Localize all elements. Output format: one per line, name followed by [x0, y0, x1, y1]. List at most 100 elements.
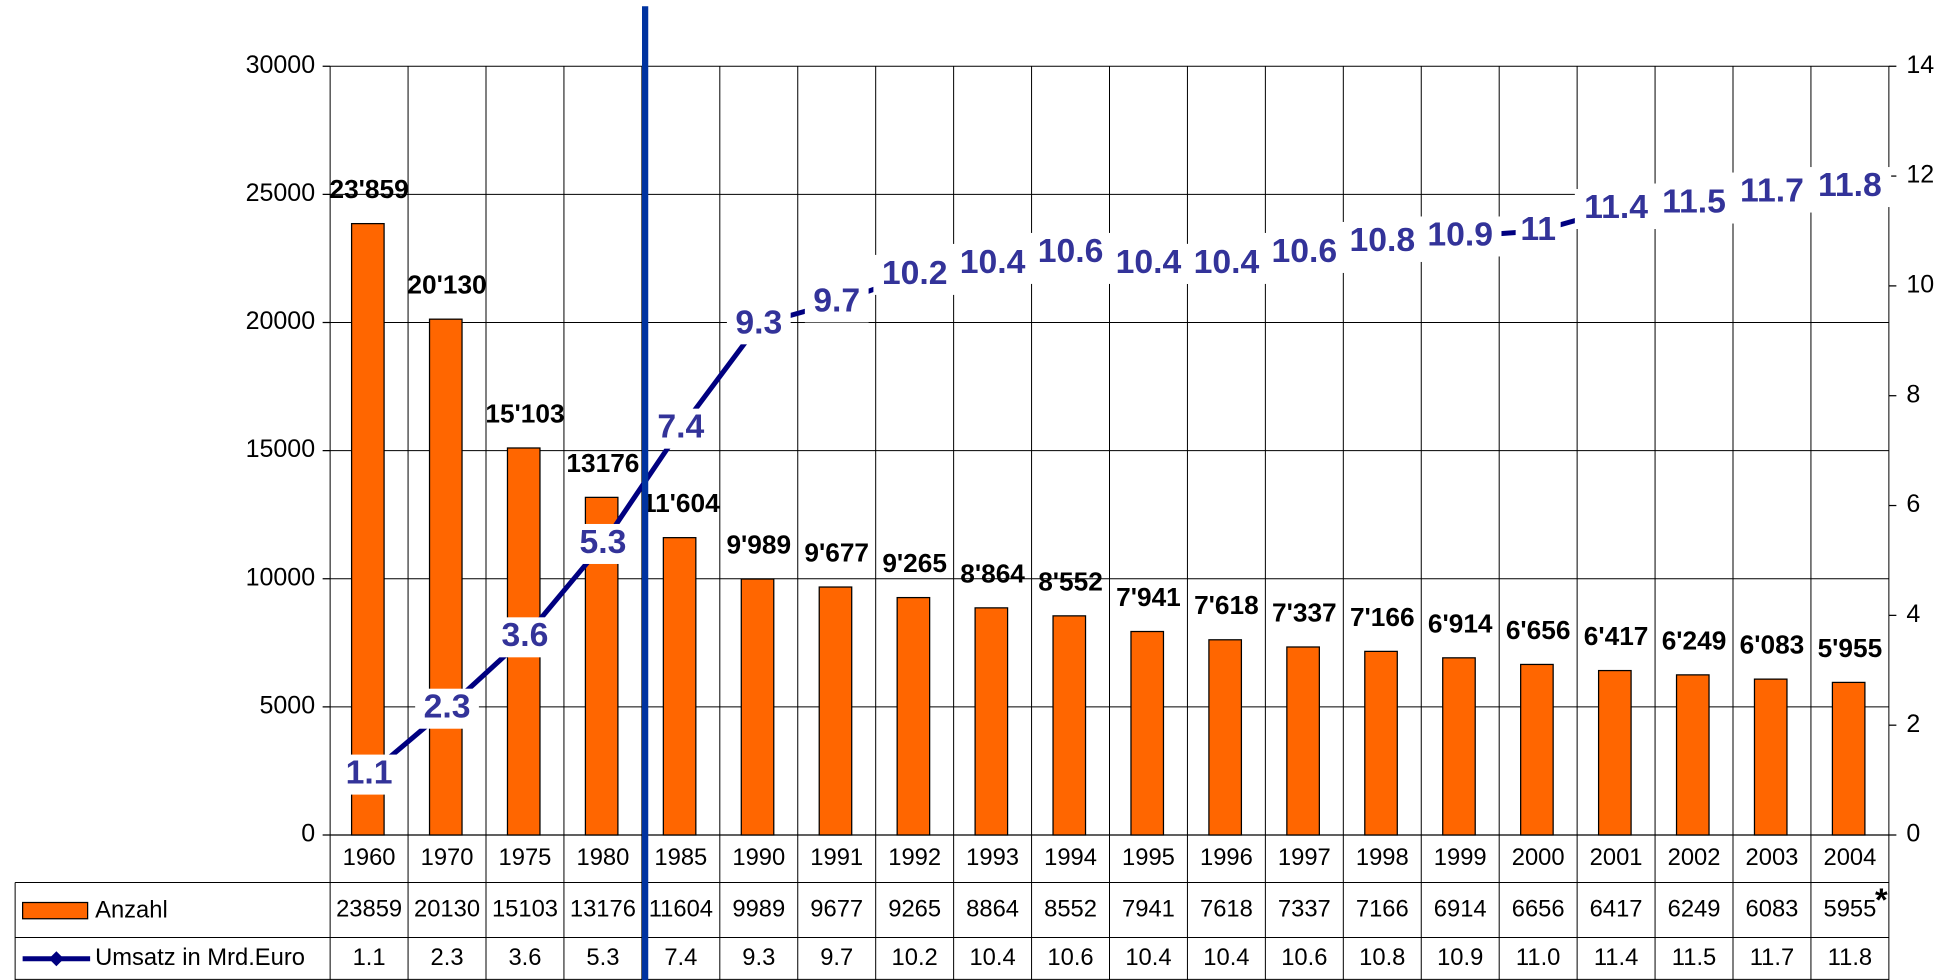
bar-value-label: 15'103: [485, 398, 564, 428]
line-label-bg: [1029, 232, 1112, 273]
y2-tick-label: 6: [1906, 490, 1920, 518]
x-tick-label: 2004: [1823, 844, 1876, 871]
table-value: 20130: [414, 895, 480, 922]
table-value: 11.7: [1750, 944, 1794, 971]
table-value: 8552: [1044, 895, 1097, 922]
bar: [896, 596, 931, 836]
y2-tick-label: 14: [1906, 51, 1934, 79]
line-label-bg: [1263, 232, 1346, 273]
x-tick-label: 1980: [576, 844, 629, 871]
bar-value-label: 6'417: [1584, 621, 1649, 651]
y2-tick-label: 4: [1906, 600, 1920, 628]
bar-value-label: 7'941: [1116, 582, 1181, 612]
table-value: 11.4: [1594, 944, 1638, 971]
bar-value-label: 20'130: [407, 270, 486, 300]
y-tick-label: 10000: [246, 563, 316, 591]
table-value: 3.6: [508, 944, 541, 971]
bar-value-label: 7'166: [1350, 602, 1415, 632]
legend-key: [22, 901, 89, 920]
y-tick-label: 30000: [246, 51, 316, 79]
bar: [1753, 678, 1788, 836]
bar-value-label: 9'265: [882, 548, 947, 578]
bar-value-label: 23'859: [329, 174, 408, 204]
table-value: 7337: [1278, 895, 1331, 922]
line-value-label: 11.5: [1662, 182, 1726, 220]
bar: [1130, 630, 1165, 836]
bar: [1052, 615, 1087, 836]
table-value: 7166: [1356, 895, 1409, 922]
x-tick-label: 1992: [888, 844, 941, 871]
bar: [1675, 674, 1710, 836]
x-tick-label: 1975: [499, 844, 552, 871]
table-value: 10.9: [1437, 944, 1483, 971]
bar: [1442, 657, 1476, 836]
bar: [1597, 669, 1632, 836]
table-value: 10.2: [892, 944, 938, 971]
table-value: 10.4: [969, 944, 1015, 971]
bar-value-label: 6'249: [1662, 625, 1727, 655]
x-tick-label: 1990: [732, 844, 785, 871]
x-tick-label: 1993: [966, 844, 1019, 871]
table-value: 5.3: [586, 944, 619, 971]
line-label-bg: [1574, 189, 1658, 230]
bar-value-label: 11'604: [642, 488, 720, 518]
y-tick-label: 25000: [246, 179, 316, 207]
y-tick-label: 15000: [246, 435, 316, 463]
line-value-label: 11.4: [1584, 188, 1648, 226]
y2-tick-label: 2: [1906, 710, 1920, 738]
x-tick-label: 1991: [810, 844, 863, 871]
line-label-bg: [1341, 221, 1424, 262]
table-value: 6656: [1512, 895, 1565, 922]
table-value: 10.6: [1281, 944, 1327, 971]
x-tick-label: 1997: [1278, 844, 1331, 871]
line-label-bg: [1107, 243, 1190, 284]
bar-value-label: 7'337: [1272, 597, 1337, 627]
table-value: 13176: [570, 895, 636, 922]
line-label-bg: [726, 304, 791, 345]
y2-tick-label: 0: [1906, 820, 1920, 848]
line-value-label: 10.4: [1194, 243, 1260, 281]
line-value-label: 11.7: [1740, 171, 1804, 209]
x-tick-label: 2000: [1512, 844, 1565, 871]
line-value-label: 10.4: [960, 243, 1026, 281]
line-label-bg: [571, 523, 635, 564]
bar-value-label: 6'083: [1740, 630, 1805, 660]
table-value: 6083: [1746, 895, 1799, 922]
x-tick-label: 1960: [343, 844, 396, 871]
bar-value-label: 6'914: [1428, 608, 1493, 638]
line-value-label: 11: [1520, 210, 1556, 248]
line-label-bg: [951, 243, 1034, 284]
table-value: 10.6: [1047, 944, 1093, 971]
x-tick-label: 1996: [1200, 844, 1253, 871]
bar: [974, 607, 1009, 836]
y-tick-label: 0: [301, 820, 315, 848]
bar: [1520, 663, 1554, 836]
y2-tick-label: 12: [1906, 161, 1934, 189]
line-value-label: 1.1: [346, 754, 393, 792]
bar: [1286, 646, 1320, 836]
table-value: 5955: [1823, 895, 1876, 922]
table-value: 11.8: [1828, 944, 1872, 971]
table-value: 6914: [1434, 895, 1487, 922]
y-tick-label: 20000: [246, 307, 316, 335]
line-label-bg: [873, 254, 956, 295]
table-value: 10.4: [1125, 944, 1171, 971]
bar: [818, 586, 853, 836]
y-tick-label: 5000: [260, 691, 316, 719]
table-value: 23859: [336, 895, 402, 922]
line-label-bg: [415, 688, 479, 729]
bar: [1364, 650, 1398, 836]
line-label-bg: [1730, 172, 1814, 213]
x-tick-label: 1985: [654, 844, 707, 871]
table-value: 9677: [810, 895, 863, 922]
x-tick-label: 1998: [1356, 844, 1409, 871]
line-value-label: 10.9: [1427, 215, 1493, 253]
x-tick-label: 2002: [1668, 844, 1721, 871]
line-label-bg: [337, 754, 401, 795]
table-value: 7941: [1122, 895, 1175, 922]
table-value: 9989: [732, 895, 785, 922]
line-label-bg: [1418, 216, 1502, 257]
bar-value-label: 13176: [566, 448, 639, 478]
